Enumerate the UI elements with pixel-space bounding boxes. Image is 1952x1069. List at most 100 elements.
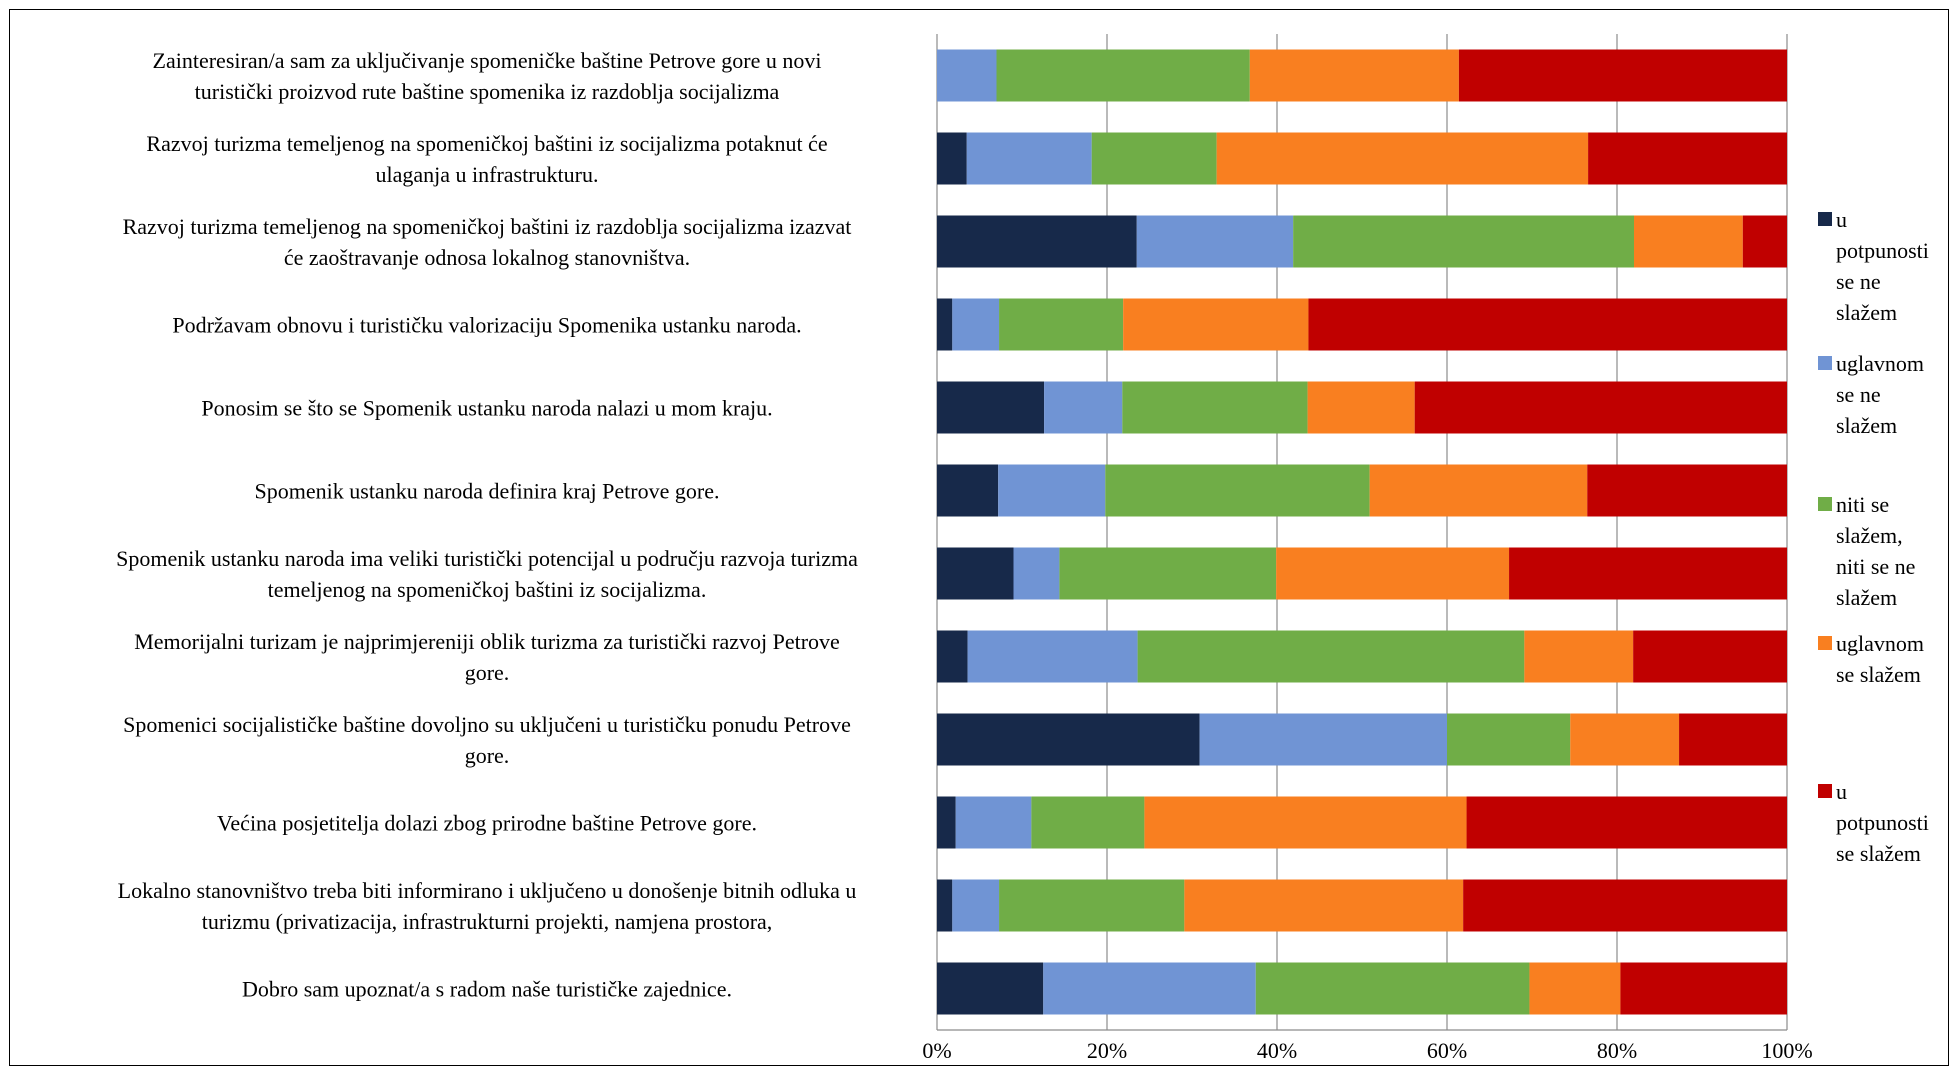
bar-segment-4 <box>1369 464 1588 517</box>
bar-segment-4 <box>1307 381 1415 434</box>
legend-label: se slažem <box>1836 841 1921 866</box>
legend-label: slažem <box>1836 300 1897 325</box>
bar-segment-2 <box>952 879 1000 932</box>
category-label: Spomenik ustanku naroda definira kraj Pe… <box>255 479 720 504</box>
bar-segment-3 <box>1255 962 1530 1015</box>
bar-segment-4 <box>1529 962 1621 1015</box>
category-label: Dobro sam upoznat/a s radom naše turisti… <box>242 977 732 1002</box>
bar-segment-1 <box>937 713 1200 766</box>
chart-frame <box>9 9 1949 1066</box>
category-label: će zaoštravanje odnosa lokalnog stanovni… <box>284 245 690 270</box>
x-tick-label: 20% <box>1087 1038 1127 1063</box>
bar-segment-1 <box>937 630 968 683</box>
bar-segment-2 <box>1044 381 1123 434</box>
bar-segment-1 <box>937 962 1044 1015</box>
x-tick-label: 100% <box>1761 1038 1812 1063</box>
bar-segment-5 <box>1633 630 1787 683</box>
category-label: Spomenik ustanku naroda ima veliki turis… <box>116 546 858 571</box>
bar-segment-1 <box>937 298 953 351</box>
x-tick-label: 80% <box>1597 1038 1637 1063</box>
legend-label: se slažem <box>1836 662 1921 687</box>
legend-swatch <box>1818 636 1832 650</box>
bar-segment-1 <box>937 879 953 932</box>
bar-segment-5 <box>1742 215 1787 268</box>
bar-segment-5 <box>1308 298 1787 351</box>
bar-segment-2 <box>937 49 997 102</box>
bar-segment-4 <box>1249 49 1459 102</box>
legend-label: potpunosti <box>1836 810 1929 835</box>
category-label: Razvoj turizma temeljenog na spomeničkoj… <box>146 131 827 156</box>
category-labels: Zainteresiran/a sam za uključivanje spom… <box>116 48 858 1002</box>
category-label: ulaganja u infrastrukturu. <box>376 162 599 187</box>
bar-segment-5 <box>1466 796 1787 849</box>
bar-segment-1 <box>937 381 1045 434</box>
bar-segment-5 <box>1509 547 1787 600</box>
bar-segment-3 <box>1059 547 1277 600</box>
bars <box>937 49 1787 1015</box>
bar-segment-1 <box>937 132 967 185</box>
legend-label: se ne <box>1836 269 1881 294</box>
bar-segment-2 <box>955 796 1032 849</box>
legend-label: u <box>1836 207 1847 232</box>
bar-segment-2 <box>952 298 1000 351</box>
bar-segment-4 <box>1524 630 1634 683</box>
category-label: Većina posjetitelja dolazi zbog prirodne… <box>217 811 757 836</box>
legend-label: slažem <box>1836 413 1897 438</box>
legend-label: slažem, <box>1836 523 1903 548</box>
bar-segment-5 <box>1463 879 1787 932</box>
bar-segment-1 <box>937 464 999 517</box>
category-label: turistički proizvod rute baštine spomeni… <box>195 79 780 104</box>
legend-label: se ne <box>1836 382 1881 407</box>
bar-segment-1 <box>937 215 1137 268</box>
legend-label: u <box>1836 779 1847 804</box>
legend-label: niti se ne <box>1836 554 1915 579</box>
bar-segment-3 <box>1091 132 1217 185</box>
category-label: gore. <box>465 660 510 685</box>
category-label: gore. <box>465 743 510 768</box>
bar-segment-4 <box>1123 298 1309 351</box>
category-label: Lokalno stanovništvo treba biti informir… <box>118 878 857 903</box>
bar-segment-2 <box>1136 215 1294 268</box>
bar-segment-5 <box>1414 381 1787 434</box>
bar-segment-3 <box>1122 381 1308 434</box>
bar-segment-1 <box>937 796 956 849</box>
bar-segment-4 <box>1276 547 1510 600</box>
legend-label: niti se <box>1836 492 1889 517</box>
legend-label: slažem <box>1836 585 1897 610</box>
x-tick-label: 40% <box>1257 1038 1297 1063</box>
bar-segment-3 <box>1137 630 1525 683</box>
bar-segment-4 <box>1184 879 1464 932</box>
bar-segment-5 <box>1588 132 1787 185</box>
bar-segment-2 <box>966 132 1092 185</box>
bar-segment-4 <box>1144 796 1467 849</box>
bar-segment-2 <box>1013 547 1060 600</box>
bar-segment-3 <box>1031 796 1145 849</box>
category-label: Spomenici socijalističke baštine dovoljn… <box>123 712 851 737</box>
bar-segment-3 <box>996 49 1250 102</box>
bar-segment-3 <box>999 298 1124 351</box>
bar-segment-3 <box>999 879 1185 932</box>
bar-segment-4 <box>1216 132 1589 185</box>
legend-swatch <box>1818 497 1832 511</box>
bar-segment-2 <box>1199 713 1447 766</box>
bar-segment-5 <box>1620 962 1787 1015</box>
bar-segment-2 <box>998 464 1106 517</box>
bar-segment-4 <box>1570 713 1680 766</box>
category-label: turizmu (privatizacija, infrastrukturni … <box>202 909 773 934</box>
legend-swatch <box>1818 784 1832 798</box>
legend-label: uglavnom <box>1836 631 1924 656</box>
bar-segment-2 <box>1043 962 1256 1015</box>
category-label: Zainteresiran/a sam za uključivanje spom… <box>153 48 822 73</box>
category-label: Razvoj turizma temeljenog na spomeničkoj… <box>123 214 852 239</box>
legend-label: potpunosti <box>1836 238 1929 263</box>
x-tick-labels: 0% 20% 40% 60% 80% 100% <box>922 1038 1812 1063</box>
bar-segment-3 <box>1447 713 1571 766</box>
category-label: temeljenog na spomeničkoj baštini iz soc… <box>268 577 707 602</box>
bar-segment-3 <box>1293 215 1634 268</box>
gridlines <box>936 34 1788 1031</box>
legend-swatch <box>1818 212 1832 226</box>
category-label: Memorijalni turizam je najprimjereniji o… <box>134 629 840 654</box>
legend: u potpunosti se ne slažem uglavnom se ne slaže… <box>1818 207 1929 866</box>
legend-swatch <box>1818 356 1832 370</box>
